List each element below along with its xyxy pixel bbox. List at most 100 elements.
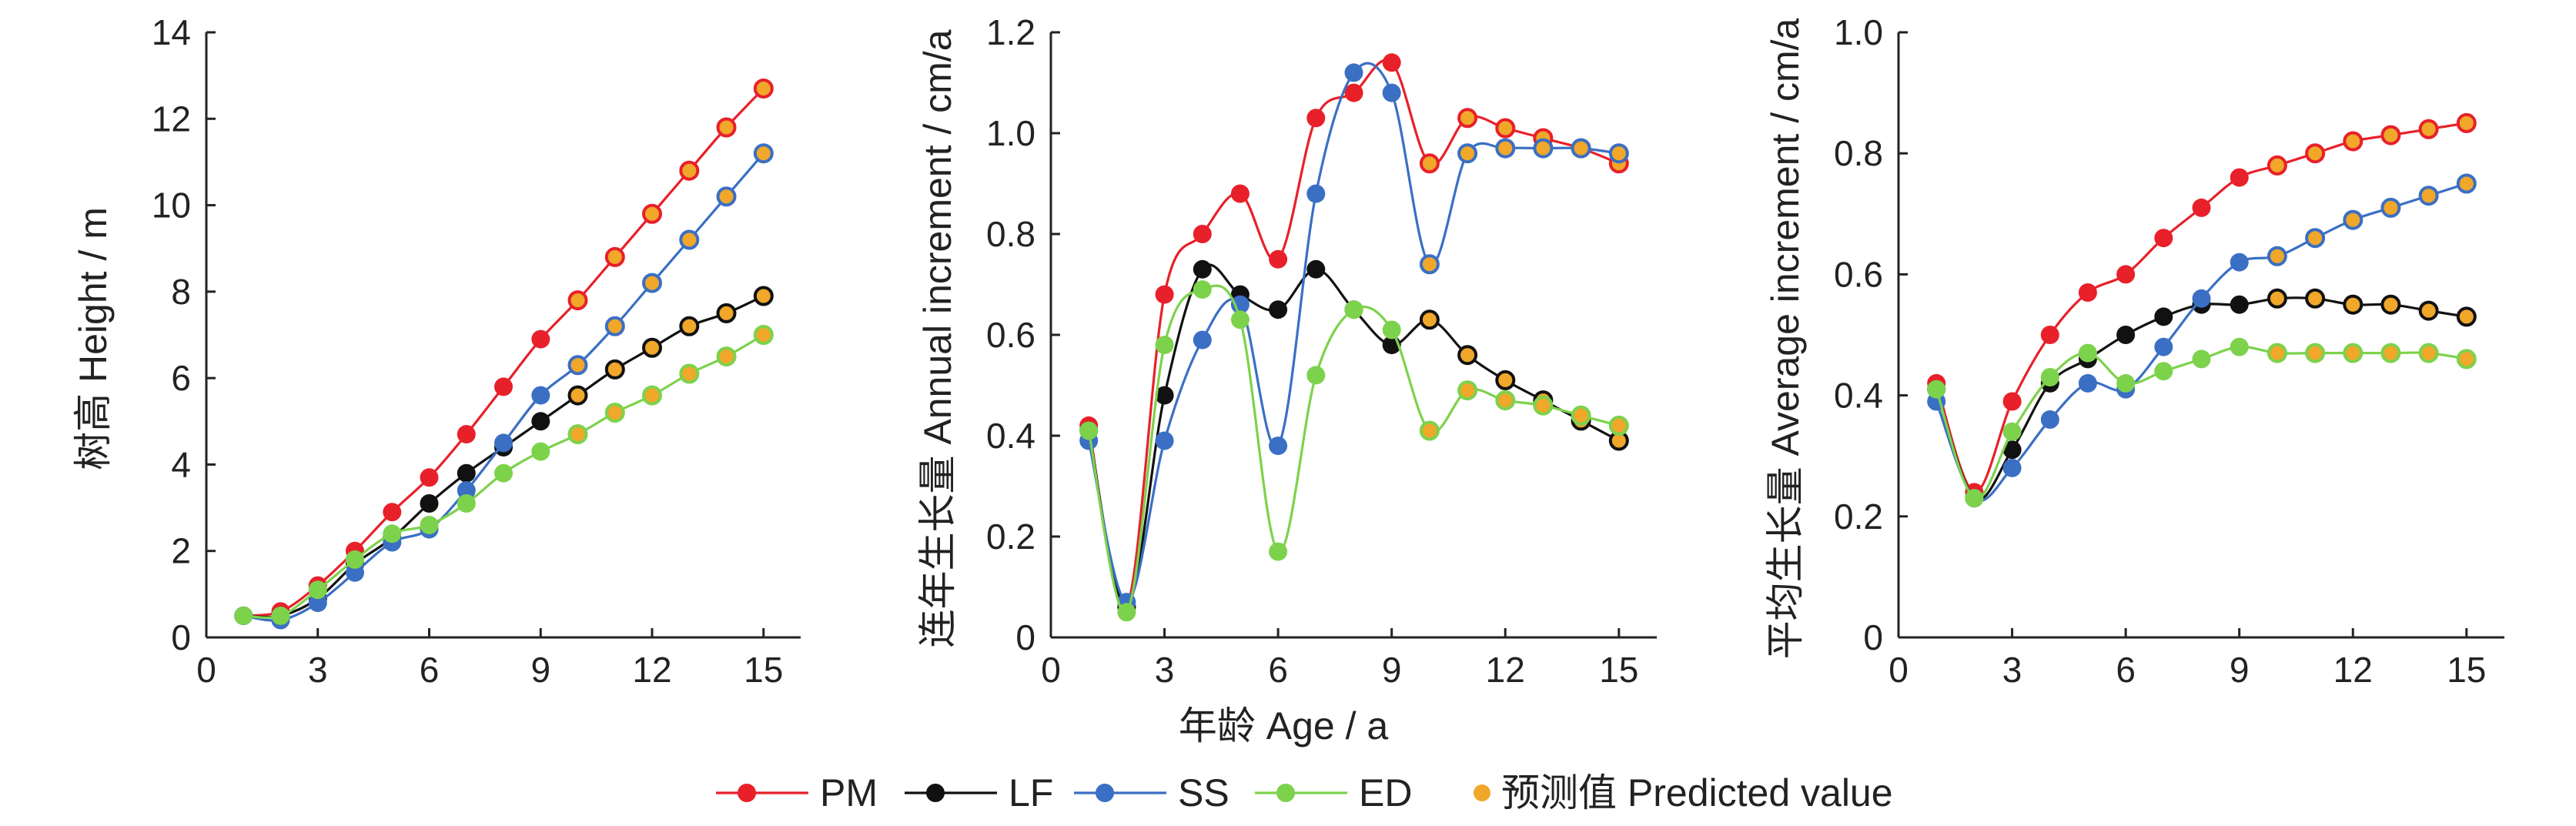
- annual-increment-point-SS: [1344, 63, 1363, 82]
- height-y-tick-label: 12: [152, 99, 191, 139]
- height-point-SS: [457, 481, 476, 500]
- height-point-PM: [383, 503, 402, 522]
- annual-increment-x-tick-label: 12: [1486, 650, 1525, 690]
- annual-increment-point-ED: [1608, 415, 1629, 436]
- annual-increment-point-ED: [1269, 542, 1288, 561]
- annual-increment-point-PM: [1306, 109, 1326, 128]
- average-increment-point-SS: [2456, 173, 2477, 194]
- annual-increment-point-SS: [1457, 143, 1478, 164]
- legend-marker-SS: [1096, 784, 1114, 802]
- annual-increment-y-tick-label: 0.8: [986, 214, 1035, 254]
- annual-increment-x-tick-label: 6: [1268, 650, 1288, 690]
- height-y-axis-label: 树高 Height / m: [72, 207, 115, 470]
- annual-increment-point-LF: [1269, 300, 1288, 319]
- annual-increment-point-SS: [1419, 254, 1440, 275]
- average-increment-point-SS: [2192, 289, 2211, 308]
- average-increment-point-ED: [2380, 343, 2401, 363]
- average-increment-y-tick-label: 0.8: [1834, 133, 1883, 173]
- average-increment-chart-panel: 0 0.2 0.4 0.6 0.8 1.0 0 3 6 9 12 15 平均生长量 Average in…: [1764, 12, 2504, 690]
- annual-increment-x-tick-label: 9: [1382, 650, 1402, 690]
- average-increment-point-ED: [2343, 343, 2364, 363]
- average-increment-point-LF: [2267, 288, 2287, 309]
- height-y-tick-label: 2: [171, 531, 191, 571]
- height-point-PM: [457, 425, 476, 444]
- annual-increment-point-PM: [1230, 184, 1250, 203]
- average-increment-y-tick-label: 0.6: [1834, 254, 1883, 294]
- height-point-ED: [457, 494, 476, 513]
- annual-increment-point-ED: [1495, 390, 1516, 411]
- average-increment-series-line-ED: [1935, 346, 2467, 500]
- height-point-PM: [753, 79, 774, 99]
- height-y-tick-label: 14: [152, 12, 191, 52]
- height-point-SS: [604, 316, 625, 336]
- annual-increment-point-SS: [1608, 143, 1629, 164]
- height-y-tick-label: 10: [152, 186, 191, 226]
- annual-increment-series-line-ED: [1087, 284, 1620, 614]
- average-increment-point-ED: [2040, 368, 2059, 386]
- average-increment-point-PM: [2002, 392, 2022, 411]
- annual-increment-point-PM: [1344, 83, 1363, 102]
- average-increment-series-line-LF: [1935, 296, 2467, 501]
- height-point-PM: [420, 468, 439, 487]
- annual-increment-chart-panel: 0 0.2 0.4 0.6 0.8 1.0 1.2 0 3 6 9 12 15 连年生长量 Annual …: [916, 12, 1657, 690]
- annual-increment-point-ED: [1457, 380, 1478, 401]
- average-increment-point-SS: [2305, 228, 2326, 249]
- height-chart-panel: 0 2 4 6 8 10 12 14 0 3 6 9 12 15 树高 Height / m: [72, 12, 801, 690]
- average-increment-point-LF: [2456, 306, 2477, 327]
- average-increment-point-LF: [2116, 326, 2136, 344]
- annual-increment-y-tick-label: 0: [1015, 617, 1035, 657]
- height-point-ED: [604, 403, 625, 423]
- average-increment-point-SS: [2040, 410, 2059, 429]
- average-increment-point-PM: [2230, 168, 2249, 187]
- height-point-ED: [531, 442, 550, 461]
- annual-increment-point-LF: [1419, 309, 1440, 330]
- average-increment-point-ED: [2078, 343, 2097, 363]
- annual-increment-point-SS: [1571, 138, 1591, 159]
- annual-increment-x-tick-label: 15: [1599, 650, 1638, 690]
- annual-increment-point-ED: [1533, 395, 1554, 416]
- legend-label-PM: PM: [820, 771, 878, 814]
- average-increment-y-tick-label: 0: [1863, 617, 1883, 657]
- average-increment-point-LF: [2154, 307, 2173, 326]
- annual-increment-point-ED: [1382, 320, 1401, 339]
- legend-label-ED: ED: [1359, 771, 1412, 814]
- average-increment-point-SS: [2418, 186, 2439, 206]
- height-point-ED: [308, 580, 327, 600]
- height-point-ED: [383, 524, 402, 543]
- height-point-PM: [604, 246, 625, 267]
- average-increment-point-SS: [2154, 337, 2173, 356]
- height-x-tick-label: 3: [308, 650, 328, 690]
- average-increment-point-ED: [2002, 422, 2022, 441]
- average-increment-point-ED: [2418, 343, 2439, 363]
- height-point-ED: [271, 606, 290, 625]
- legend-item-SS: SS: [1074, 771, 1229, 814]
- average-increment-y-tick-label: 0.4: [1834, 376, 1883, 416]
- average-increment-x-tick-label: 3: [2002, 650, 2022, 690]
- annual-increment-point-PM: [1193, 225, 1212, 243]
- height-point-SS: [679, 229, 700, 250]
- legend-marker-predicted: [1474, 784, 1490, 801]
- annual-increment-point-PM: [1419, 153, 1440, 174]
- height-point-SS: [753, 143, 774, 164]
- average-increment-point-LF: [2002, 440, 2022, 460]
- height-point-LF: [716, 303, 737, 323]
- height-point-LF: [642, 337, 662, 358]
- height-point-ED: [420, 516, 439, 534]
- height-x-tick-label: 12: [632, 650, 671, 690]
- average-increment-x-tick-label: 9: [2230, 650, 2250, 690]
- height-point-LF: [753, 286, 774, 306]
- height-y-tick-label: 8: [171, 272, 191, 312]
- height-point-LF: [567, 385, 588, 406]
- height-point-ED: [753, 325, 774, 345]
- annual-increment-point-ED: [1193, 280, 1212, 299]
- average-increment-point-PM: [2192, 198, 2211, 217]
- average-increment-point-PM: [2040, 326, 2059, 344]
- average-increment-point-LF: [2380, 294, 2401, 315]
- height-x-tick-label: 6: [420, 650, 440, 690]
- average-increment-point-ED: [1927, 380, 1946, 399]
- height-point-ED: [346, 550, 364, 569]
- legend-marker-ED: [1276, 784, 1295, 802]
- annual-increment-point-SS: [1306, 184, 1326, 203]
- annual-increment-point-ED: [1571, 405, 1591, 426]
- annual-increment-x-tick-label: 0: [1041, 650, 1061, 690]
